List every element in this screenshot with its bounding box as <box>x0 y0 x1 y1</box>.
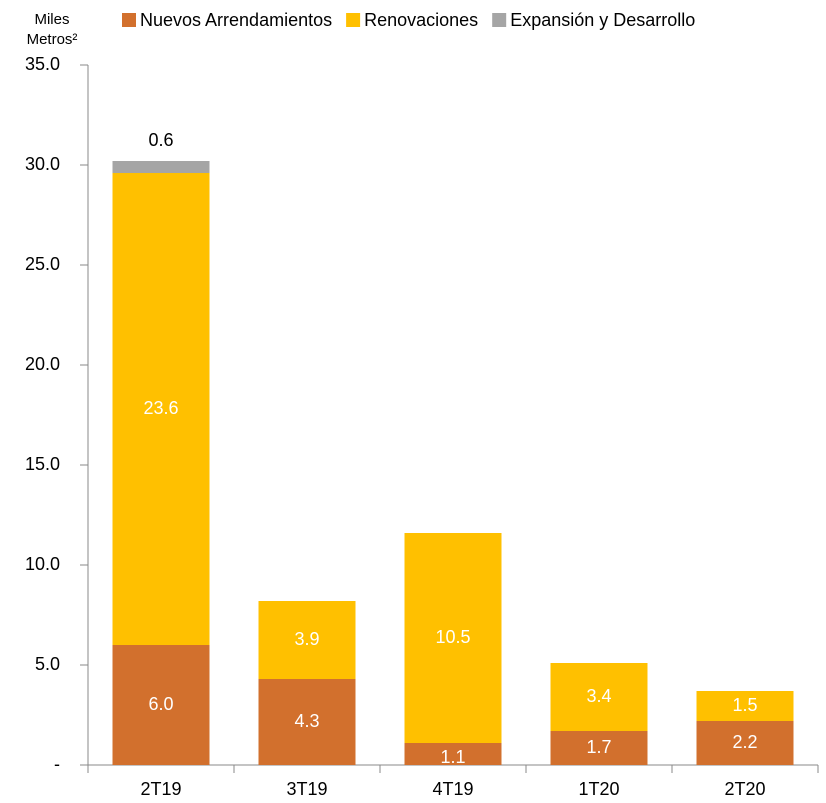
value-label: 3.4 <box>586 686 611 706</box>
legend-label: Expansión y Desarrollo <box>510 10 695 30</box>
value-label: 23.6 <box>143 398 178 418</box>
x-tick-label: 1T20 <box>578 779 619 799</box>
bar-segment <box>550 731 648 765</box>
value-label: 1.1 <box>440 747 465 767</box>
y-tick-label: 25.0 <box>25 254 60 274</box>
y-tick-label: 10.0 <box>25 554 60 574</box>
legend-swatch <box>492 13 507 27</box>
y-axis-label: Miles <box>34 11 69 28</box>
value-label: 2.2 <box>732 732 757 752</box>
y-tick-label: 20.0 <box>25 354 60 374</box>
value-label: 0.6 <box>148 130 173 150</box>
bar-segment <box>550 663 648 731</box>
bar-segment <box>404 743 502 765</box>
value-label: 10.5 <box>435 627 470 647</box>
value-label: 3.9 <box>294 629 319 649</box>
value-label: 1.7 <box>586 737 611 757</box>
bar-segment <box>112 173 210 645</box>
y-tick-label: - <box>54 754 60 774</box>
x-tick-label: 3T19 <box>286 779 327 799</box>
bar-segment <box>404 533 502 743</box>
y-axis-label: Metros² <box>27 31 78 48</box>
bar-segment <box>112 645 210 765</box>
y-tick-label: 35.0 <box>25 54 60 74</box>
value-label: 1.5 <box>732 695 757 715</box>
legend-label: Nuevos Arrendamientos <box>140 10 332 30</box>
y-tick-label: 30.0 <box>25 154 60 174</box>
x-tick-label: 2T20 <box>724 779 765 799</box>
legend-label: Renovaciones <box>364 10 478 30</box>
bar-segment <box>258 601 356 679</box>
bar-segment <box>112 161 210 173</box>
bar-segment <box>696 721 794 765</box>
value-label: 4.3 <box>294 711 319 731</box>
y-tick-label: 15.0 <box>25 454 60 474</box>
bar-segment <box>696 691 794 721</box>
value-label: 6.0 <box>148 694 173 714</box>
legend-swatch <box>346 13 361 27</box>
y-tick-label: 5.0 <box>35 654 60 674</box>
legend-swatch <box>122 13 136 27</box>
x-tick-label: 2T19 <box>140 779 181 799</box>
bar-segment <box>258 679 356 765</box>
x-tick-label: 4T19 <box>432 779 473 799</box>
